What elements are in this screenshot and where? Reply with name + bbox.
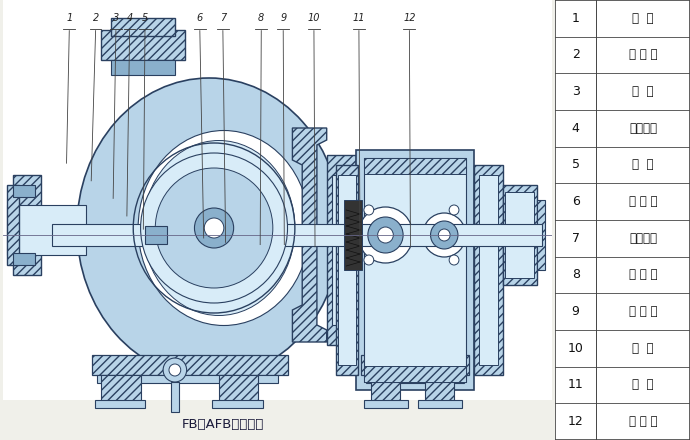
Text: 轴 承 体: 轴 承 体	[629, 305, 657, 318]
Bar	[418, 400, 462, 408]
Text: 叶  轮: 叶 轮	[632, 85, 653, 98]
Circle shape	[449, 255, 459, 265]
Text: 4: 4	[572, 122, 580, 135]
Text: 8: 8	[571, 268, 580, 282]
Circle shape	[423, 213, 466, 257]
Text: 密 封 盖: 密 封 盖	[629, 195, 657, 208]
Bar	[8, 185, 19, 265]
Bar	[366, 375, 464, 383]
Bar	[111, 60, 175, 75]
Ellipse shape	[143, 140, 295, 315]
Text: 8: 8	[258, 13, 264, 22]
Text: 12: 12	[403, 13, 415, 22]
Bar	[505, 192, 534, 278]
Bar	[344, 200, 362, 270]
Text: 泵  壳: 泵 壳	[632, 12, 653, 25]
Bar	[479, 175, 498, 365]
Bar	[219, 375, 258, 405]
Text: 11: 11	[568, 378, 584, 392]
Circle shape	[377, 227, 393, 243]
Bar	[337, 165, 358, 375]
Bar	[171, 382, 179, 412]
Text: 3: 3	[112, 13, 119, 22]
Text: 2: 2	[92, 13, 99, 22]
Circle shape	[141, 153, 288, 303]
Text: 7: 7	[571, 232, 580, 245]
Ellipse shape	[77, 78, 342, 378]
Bar	[111, 18, 175, 36]
Bar	[538, 200, 545, 270]
Text: 机械密封: 机械密封	[629, 232, 657, 245]
Text: 12: 12	[568, 415, 584, 428]
Bar	[364, 158, 466, 382]
Bar	[101, 375, 141, 405]
Text: 1: 1	[572, 12, 580, 25]
Polygon shape	[293, 128, 326, 342]
Bar	[146, 226, 167, 244]
Text: 轴  承: 轴 承	[632, 378, 653, 392]
Bar	[101, 30, 185, 60]
Ellipse shape	[138, 131, 310, 326]
Circle shape	[364, 255, 374, 265]
Bar	[356, 150, 473, 390]
Text: 3: 3	[572, 85, 580, 98]
Circle shape	[449, 205, 459, 215]
Bar	[332, 175, 351, 325]
Text: 6: 6	[197, 13, 203, 22]
Text: 10: 10	[308, 13, 320, 22]
Bar	[473, 165, 503, 375]
Bar	[371, 375, 400, 405]
Text: 11: 11	[353, 13, 365, 22]
Bar	[92, 355, 288, 375]
Circle shape	[163, 358, 186, 382]
Bar	[339, 175, 356, 365]
Circle shape	[204, 218, 224, 238]
Text: 5: 5	[571, 158, 580, 172]
Bar	[503, 185, 538, 285]
Bar	[13, 253, 34, 265]
Text: 10: 10	[568, 342, 584, 355]
Circle shape	[438, 229, 450, 241]
Text: 4: 4	[126, 13, 132, 22]
Bar	[364, 158, 466, 174]
Text: 2: 2	[572, 48, 580, 62]
Bar	[13, 175, 41, 275]
Bar	[95, 400, 146, 408]
Ellipse shape	[160, 163, 277, 293]
Bar	[326, 155, 356, 345]
Text: 泵  轴: 泵 轴	[632, 342, 653, 355]
Bar	[52, 224, 542, 246]
Text: 1: 1	[66, 13, 72, 22]
Text: 轴 承 盖: 轴 承 盖	[629, 268, 657, 282]
Text: FB、AFB型结构图: FB、AFB型结构图	[181, 418, 264, 432]
Bar	[13, 185, 34, 197]
Text: 7: 7	[219, 13, 226, 22]
Bar	[212, 400, 263, 408]
Bar	[364, 400, 408, 408]
Text: 叶轮螺母: 叶轮螺母	[629, 122, 657, 135]
Text: 泵  盖: 泵 盖	[632, 158, 653, 172]
Circle shape	[358, 207, 413, 263]
Circle shape	[368, 217, 403, 253]
Bar	[97, 375, 277, 383]
Text: 9: 9	[572, 305, 580, 318]
Text: 联 轴 节: 联 轴 节	[629, 415, 657, 428]
Bar	[361, 355, 469, 375]
Text: 5: 5	[142, 13, 148, 22]
Text: 9: 9	[280, 13, 286, 22]
Circle shape	[431, 221, 458, 249]
Text: 6: 6	[572, 195, 580, 208]
Bar	[8, 205, 86, 255]
Circle shape	[364, 205, 374, 215]
Circle shape	[155, 168, 273, 288]
Circle shape	[169, 364, 181, 376]
Bar	[424, 375, 454, 405]
Text: 密 封 环: 密 封 环	[629, 48, 657, 62]
Circle shape	[195, 208, 234, 248]
Bar	[364, 366, 466, 382]
